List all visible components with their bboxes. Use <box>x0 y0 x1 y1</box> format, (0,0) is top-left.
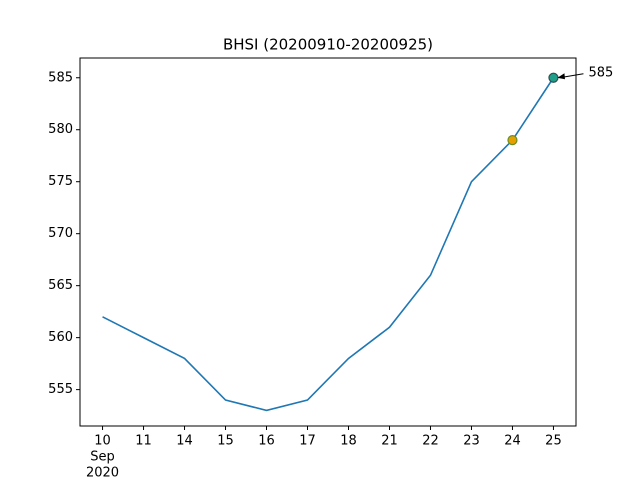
plot-area <box>79 57 577 427</box>
y-tick-label: 575 <box>48 174 73 189</box>
x-tick-label: 15 <box>217 434 234 449</box>
x-tick-label: 22 <box>422 434 439 449</box>
annotation: 585 <box>588 65 613 80</box>
x-tick-label: 14 <box>176 434 193 449</box>
highlight-marker <box>548 72 559 83</box>
y-tick-label: 565 <box>48 278 73 293</box>
y-tick-label: 585 <box>48 70 73 85</box>
y-tick-label: 555 <box>48 382 73 397</box>
highlight-marker <box>507 135 518 146</box>
x-tick-label: 23 <box>463 434 480 449</box>
x-date-label: Sep <box>90 450 115 465</box>
x-tick-label: 10 <box>94 434 111 449</box>
annotation-arrowhead <box>557 73 565 80</box>
y-tick-label: 570 <box>48 226 73 241</box>
y-tick-label: 580 <box>48 122 73 137</box>
chart-title: BHSI (20200910-20200925) <box>223 36 433 54</box>
line <box>102 77 555 412</box>
y-tick-label: 560 <box>48 330 73 345</box>
x-tick-label: 25 <box>545 434 562 449</box>
x-date-label: 2020 <box>86 466 119 480</box>
x-tick-label: 21 <box>381 434 398 449</box>
x-tick-label: 24 <box>504 434 521 449</box>
x-tick-label: 16 <box>258 434 275 449</box>
x-tick-label: 17 <box>299 434 316 449</box>
x-tick-label: 18 <box>340 434 357 449</box>
x-tick-label: 11 <box>135 434 152 449</box>
